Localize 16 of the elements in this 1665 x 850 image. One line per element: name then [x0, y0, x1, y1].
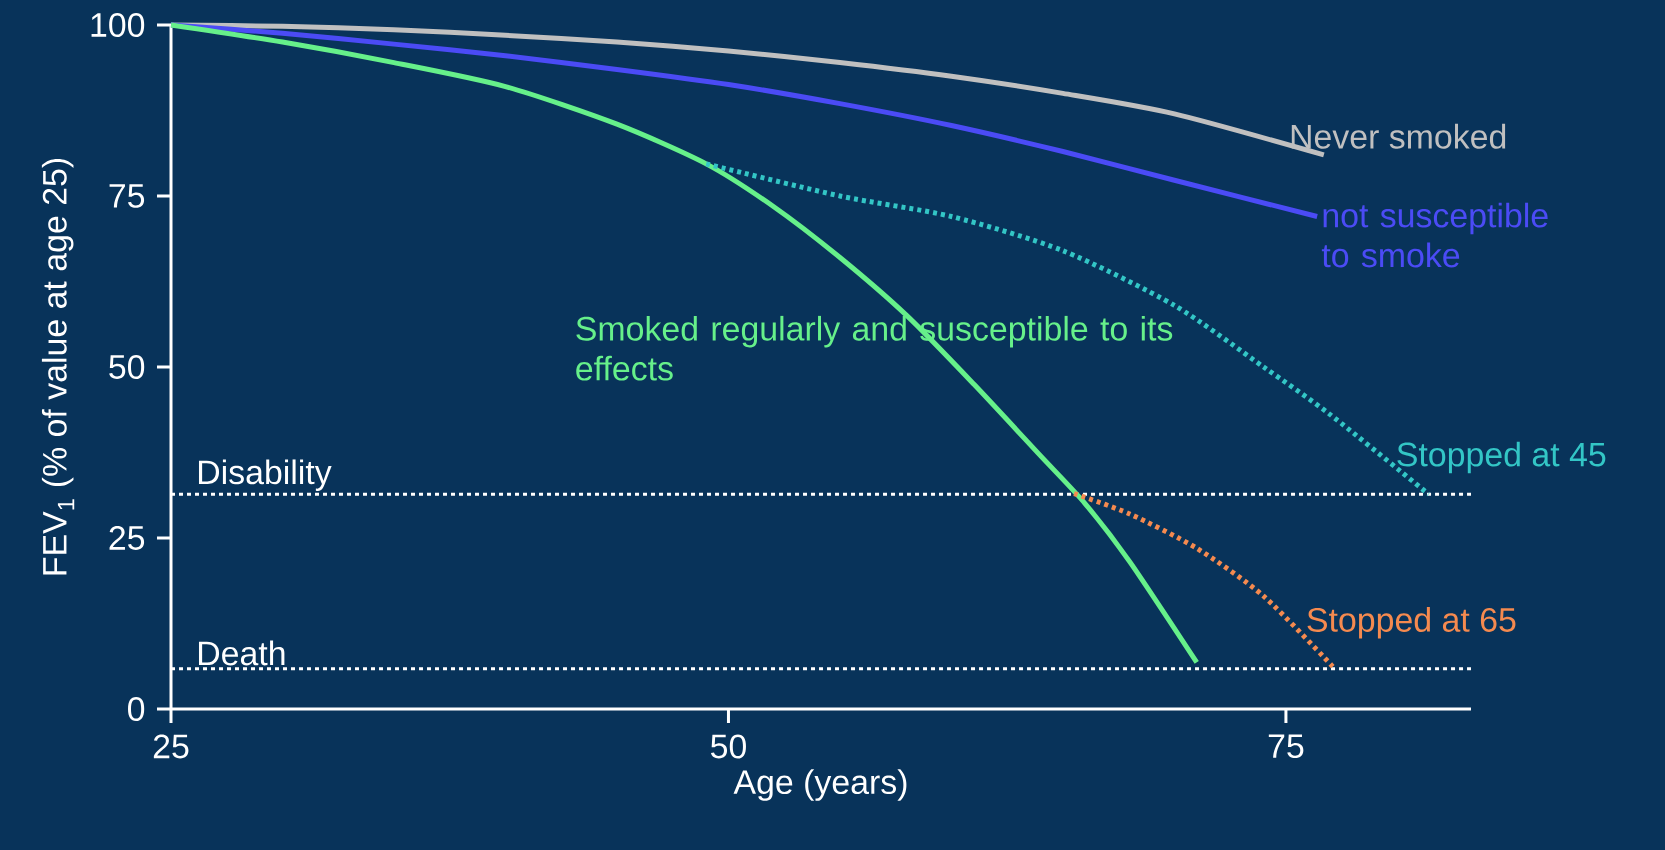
- x-tick-label: 50: [710, 734, 746, 759]
- y-tick-label: 50: [109, 354, 145, 379]
- ref-line-label: Death: [198, 640, 285, 666]
- series-label: Stopped at 65: [1307, 607, 1516, 639]
- series-label: Stopped at 45: [1397, 441, 1606, 474]
- ref-line-label: Disability: [198, 459, 332, 492]
- y-axis-title: FEV$_{1}$ (% of value at age 25): [41, 158, 75, 575]
- x-tick-label: 25: [153, 734, 189, 759]
- y-tick-label: 0: [128, 697, 145, 721]
- y-tick-label: 75: [109, 184, 145, 208]
- y-tick-label: 25: [109, 526, 145, 550]
- y-tick-label: 100: [91, 12, 145, 37]
- x-axis-title: Age (years): [733, 769, 907, 801]
- series-label: Never smoked: [1291, 123, 1506, 149]
- x-tick-label: 75: [1268, 734, 1304, 759]
- series-label: not susceptible to smoke: [1321, 202, 1548, 268]
